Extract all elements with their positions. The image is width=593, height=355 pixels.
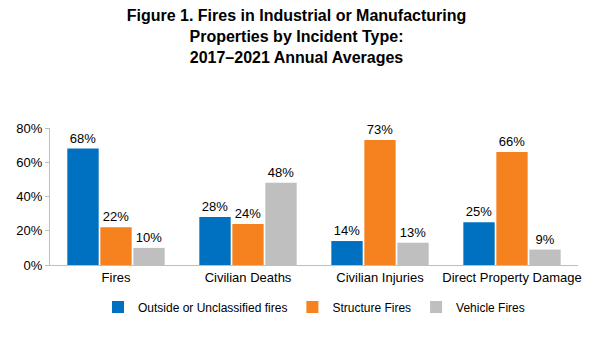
svg-text:Vehicle Fires: Vehicle Fires [456, 301, 525, 315]
svg-text:Direct Property Damage: Direct Property Damage [442, 270, 581, 285]
svg-text:Structure Fires: Structure Fires [332, 301, 411, 315]
svg-text:80%: 80% [16, 121, 42, 136]
svg-text:Fires: Fires [102, 270, 131, 285]
svg-text:20%: 20% [16, 223, 42, 238]
svg-text:24%: 24% [235, 206, 261, 221]
svg-text:25%: 25% [466, 204, 492, 219]
svg-text:22%: 22% [103, 209, 129, 224]
svg-text:14%: 14% [334, 223, 360, 238]
svg-text:60%: 60% [16, 155, 42, 170]
svg-text:Figure 1. Fires in Industrial: Figure 1. Fires in Industrial or Manufac… [127, 7, 467, 66]
svg-text:10%: 10% [136, 230, 162, 245]
svg-text:0%: 0% [24, 258, 43, 273]
svg-text:66%: 66% [499, 134, 525, 149]
svg-text:73%: 73% [367, 122, 393, 137]
svg-text:9%: 9% [535, 232, 554, 247]
svg-text:40%: 40% [16, 189, 42, 204]
svg-text:Outside or Unclassified fires: Outside or Unclassified fires [138, 301, 287, 315]
svg-text:28%: 28% [202, 199, 228, 214]
svg-text:13%: 13% [400, 225, 426, 240]
svg-text:48%: 48% [268, 165, 294, 180]
svg-text:Civilian Deaths: Civilian Deaths [205, 270, 292, 285]
svg-text:Civilian Injuries: Civilian Injuries [336, 270, 424, 285]
svg-text:68%: 68% [70, 131, 96, 146]
